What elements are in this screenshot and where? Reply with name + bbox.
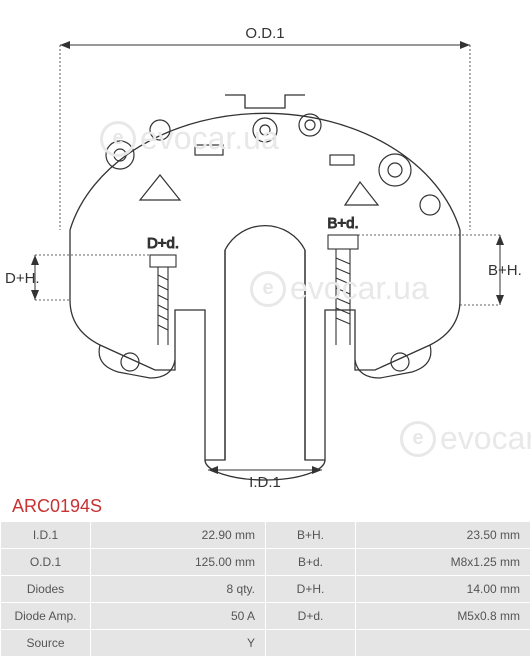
spec-value xyxy=(356,630,531,657)
spec-label: Diodes xyxy=(1,576,91,603)
spec-label xyxy=(266,630,356,657)
spec-value: 22.90 mm xyxy=(91,522,266,549)
spec-value: 8 qty. xyxy=(91,576,266,603)
label-bh: B+H. xyxy=(488,262,522,279)
spec-value: Y xyxy=(91,630,266,657)
spec-label: O.D.1 xyxy=(1,549,91,576)
diagram-svg: O.D.1 xyxy=(0,0,531,490)
label-dd: D+d. xyxy=(147,235,179,252)
spec-value: 50 A xyxy=(91,603,266,630)
spec-label: D+H. xyxy=(266,576,356,603)
table-row: Diode Amp. 50 A D+d. M5x0.8 mm xyxy=(1,603,531,630)
table-row: O.D.1 125.00 mm B+d. M8x1.25 mm xyxy=(1,549,531,576)
table-row: Source Y xyxy=(1,630,531,657)
spec-label: I.D.1 xyxy=(1,522,91,549)
lower-tabs xyxy=(99,345,431,378)
terminal-bd: B+d. xyxy=(327,215,358,345)
label-dh: D+H. xyxy=(5,270,40,287)
part-number: ARC0194S xyxy=(0,490,531,521)
spec-table: I.D.1 22.90 mm B+H. 23.50 mm O.D.1 125.0… xyxy=(0,521,531,657)
label-od1: O.D.1 xyxy=(245,25,284,42)
spec-value: M8x1.25 mm xyxy=(356,549,531,576)
table-row: Diodes 8 qty. D+H. 14.00 mm xyxy=(1,576,531,603)
spec-value: 23.50 mm xyxy=(356,522,531,549)
label-bd: B+d. xyxy=(327,215,358,232)
spec-label: Source xyxy=(1,630,91,657)
dim-id1: I.D.1 xyxy=(208,466,322,490)
spec-value: 125.00 mm xyxy=(91,549,266,576)
top-features xyxy=(106,114,440,215)
spec-label: B+d. xyxy=(266,549,356,576)
table-row: I.D.1 22.90 mm B+H. 23.50 mm xyxy=(1,522,531,549)
spec-label: B+H. xyxy=(266,522,356,549)
dim-bh: B+H. xyxy=(358,235,522,305)
dim-dh: D+H. xyxy=(5,255,150,300)
spec-label: D+d. xyxy=(266,603,356,630)
spec-label: Diode Amp. xyxy=(1,603,91,630)
label-id1: I.D.1 xyxy=(249,474,281,490)
technical-diagram: O.D.1 xyxy=(0,0,531,490)
part-body xyxy=(70,95,460,480)
spec-value: M5x0.8 mm xyxy=(356,603,531,630)
terminal-dd: D+d. xyxy=(147,235,179,345)
dim-od1: O.D.1 xyxy=(60,25,470,230)
spec-value: 14.00 mm xyxy=(356,576,531,603)
